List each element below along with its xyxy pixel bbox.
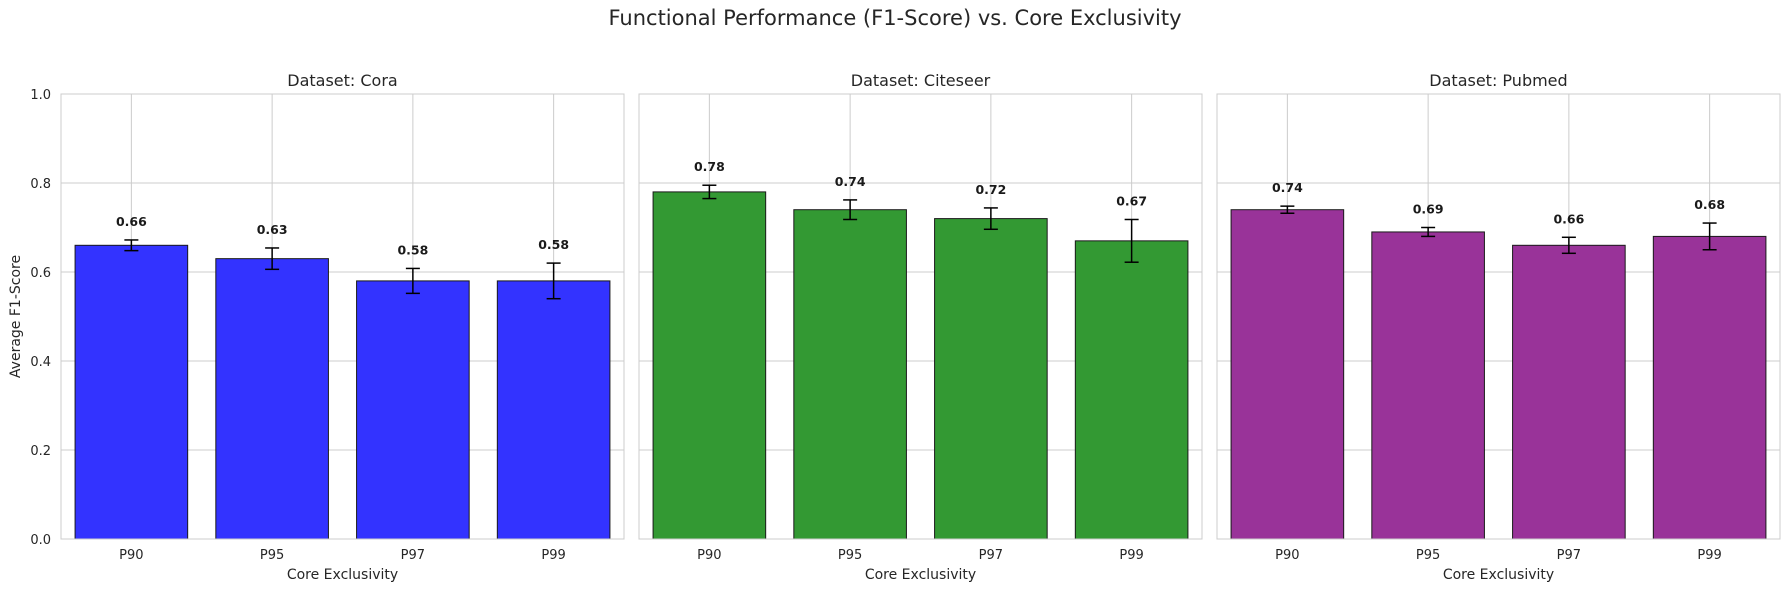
y-tick-label: 0.8 — [30, 177, 51, 192]
x-tick-label: P97 — [401, 548, 425, 563]
y-tick-label: 1.0 — [30, 88, 51, 103]
x-tick-label: P95 — [838, 548, 862, 563]
data-label: 0.68 — [1694, 197, 1725, 212]
panel-title: Dataset: Citeseer — [851, 71, 991, 90]
plot-frame — [638, 93, 1203, 540]
data-label: 0.74 — [835, 174, 866, 189]
data-label: 0.58 — [538, 237, 569, 252]
panel-title: Dataset: Pubmed — [1429, 71, 1567, 90]
x-tick-label: P99 — [541, 548, 565, 563]
bar-p95 — [1371, 231, 1485, 540]
y-axis-label: Average F1-Score — [8, 255, 24, 378]
x-tick-label: P90 — [697, 548, 721, 563]
x-tick-label: P95 — [1416, 548, 1440, 563]
x-axis-label: Core Exclusivity — [865, 567, 976, 583]
chart-panel-1: 0.66 0.63 0.58 0.58 P90 P95 P97 P99 0.0 0.2 0.4 0.6… — [8, 71, 625, 583]
bar-p90 — [74, 244, 189, 540]
panel-title: Dataset: Cora — [287, 71, 397, 90]
data-label: 0.63 — [257, 222, 288, 237]
bar-p99 — [1652, 235, 1767, 540]
bar-p97 — [356, 280, 470, 540]
data-label: 0.69 — [1413, 202, 1444, 217]
data-label: 0.66 — [116, 214, 147, 229]
x-tick-label: P90 — [119, 548, 143, 563]
bar-p90 — [652, 191, 767, 540]
x-tick-label: P95 — [260, 548, 284, 563]
y-tick-label: 0.6 — [30, 266, 51, 281]
data-label: 0.74 — [1272, 180, 1303, 195]
data-label: 0.67 — [1116, 193, 1147, 208]
data-label: 0.66 — [1553, 211, 1584, 226]
x-tick-label: P99 — [1119, 548, 1143, 563]
chart-panel-3: 0.74 0.69 0.66 0.68 P90 P95 P97 P99 Dataset: Pub… — [1216, 71, 1781, 583]
chart-panel-2: 0.78 0.74 0.72 0.67 P90 P95 P97 P99 Dataset: Cit… — [638, 71, 1203, 583]
data-label: 0.58 — [397, 242, 428, 257]
bar-p95 — [793, 209, 907, 540]
bar-p97 — [1512, 244, 1626, 540]
x-axis-label: Core Exclusivity — [287, 567, 398, 583]
bar-p99 — [496, 280, 611, 540]
plot-frame — [1216, 93, 1781, 540]
x-tick-label: P97 — [979, 548, 1003, 563]
bar-p99 — [1074, 240, 1189, 540]
y-tick-label: 0.4 — [30, 355, 51, 370]
figure-title: Functional Performance (F1-Score) vs. Co… — [608, 6, 1181, 30]
x-tick-label: P90 — [1275, 548, 1299, 563]
bar-p90 — [1230, 209, 1345, 540]
y-tick-label: 0.2 — [30, 444, 51, 459]
x-axis-label: Core Exclusivity — [1443, 567, 1554, 583]
x-tick-label: P97 — [1557, 548, 1581, 563]
bar-p95 — [215, 258, 329, 540]
data-label: 0.72 — [975, 182, 1006, 197]
data-label: 0.78 — [694, 159, 725, 174]
plot-frame — [60, 93, 625, 540]
x-tick-label: P99 — [1697, 548, 1721, 563]
bar-p97 — [934, 218, 1048, 540]
y-tick-label: 0.0 — [30, 533, 51, 548]
